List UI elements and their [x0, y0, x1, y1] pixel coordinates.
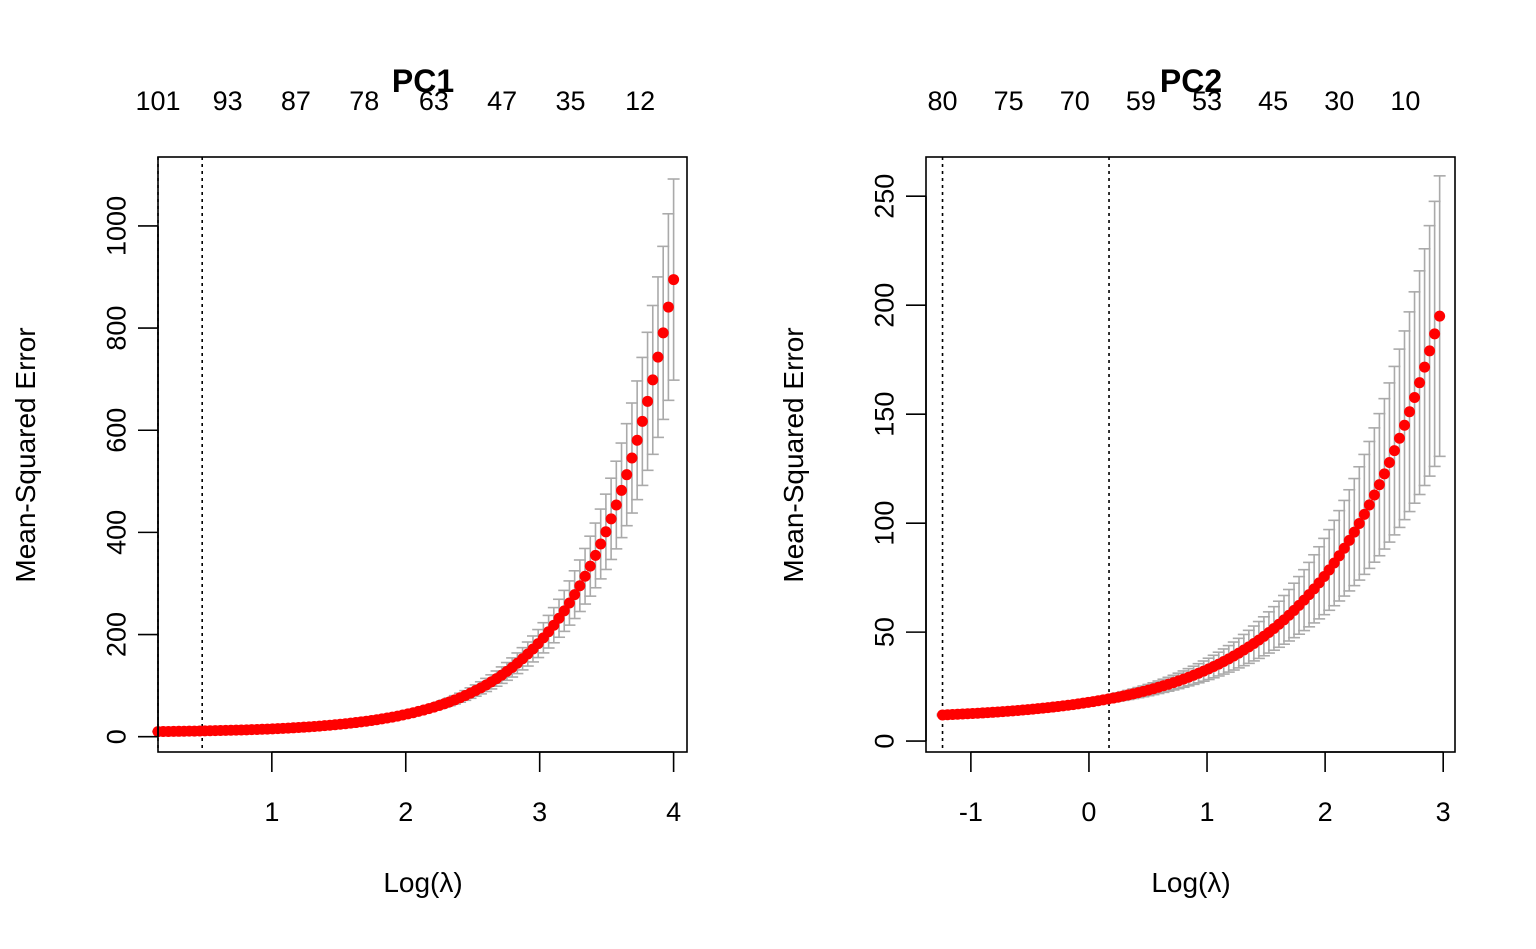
panel-pc1: PC1 Log(λ) Mean-Squared Error 1 2 3 4020040… [10, 63, 688, 898]
y-tick-label: 0 [869, 734, 899, 749]
y-axis-title: Mean-Squared Error [778, 327, 809, 582]
reference-lines [941, 157, 1110, 752]
top-tick-label: 30 [1324, 86, 1354, 116]
plot-frame [925, 156, 1456, 753]
top-tick-label: 93 [213, 86, 243, 116]
error-bars [152, 178, 680, 733]
data-point [1368, 489, 1380, 501]
x-axis-title: Log(λ) [1151, 867, 1230, 898]
top-tick-label: 80 [928, 86, 958, 116]
data-point [626, 452, 638, 464]
data-point [1409, 392, 1421, 404]
y-tick-label: 200 [869, 283, 899, 328]
data-point [1383, 457, 1395, 469]
data-point [1393, 432, 1405, 444]
y-tick-label: 0 [101, 729, 131, 744]
x-tick-label: 2 [1318, 797, 1333, 827]
data-point [610, 499, 622, 511]
y-tick-label: 50 [869, 617, 899, 647]
data-point [563, 597, 575, 609]
x-tick-label: -1 [959, 797, 983, 827]
reference-lines [157, 157, 203, 752]
plot-frame [157, 156, 688, 753]
x-tick-label: 3 [1436, 797, 1451, 827]
data-point [1388, 445, 1400, 457]
data-point [595, 538, 607, 550]
data-point [1398, 419, 1410, 431]
data-point [1338, 542, 1350, 554]
data-point [569, 589, 581, 601]
top-tick-label: 101 [135, 86, 180, 116]
y-tick-label: 800 [101, 306, 131, 351]
data-point [600, 526, 612, 538]
data-point [584, 560, 596, 572]
x-tick-label: 2 [398, 797, 413, 827]
panel-title: PC1 [392, 63, 454, 99]
data-point [1419, 361, 1431, 373]
top-tick-label: 35 [555, 86, 585, 116]
data-point [1434, 310, 1446, 322]
x-tick-label: 4 [666, 797, 681, 827]
data-point [636, 415, 648, 427]
y-tick-label: 600 [101, 408, 131, 453]
data-point [1348, 526, 1360, 538]
data-point [662, 301, 674, 313]
panel-pc2: PC2 Log(λ) Mean-Squared Error -1 0 1 2 30501… [778, 63, 1456, 898]
data-point [589, 549, 601, 561]
data-point [1429, 328, 1441, 340]
top-tick-label: 10 [1390, 86, 1420, 116]
x-tick-label: 3 [532, 797, 547, 827]
top-tick-label: 12 [625, 86, 655, 116]
data-point [558, 605, 570, 617]
panel-title: PC2 [1160, 63, 1222, 99]
data-point [1404, 406, 1416, 418]
top-tick-label: 53 [1192, 86, 1222, 116]
data-point [1353, 517, 1365, 529]
data-point [657, 327, 669, 339]
data-points [152, 274, 680, 738]
top-tick-label: 70 [1060, 86, 1090, 116]
y-tick-label: 150 [869, 392, 899, 437]
data-point [631, 434, 643, 446]
top-tick-label: 45 [1258, 86, 1288, 116]
top-tick-label: 59 [1126, 86, 1156, 116]
data-point [647, 374, 659, 386]
data-point [605, 513, 617, 525]
data-point [1343, 534, 1355, 546]
data-point [642, 395, 654, 407]
y-tick-label: 400 [101, 510, 131, 555]
data-point [668, 274, 680, 286]
top-tick-label: 78 [349, 86, 379, 116]
y-tick-label: 1000 [101, 196, 131, 256]
data-point [616, 484, 628, 496]
top-tick-label: 47 [487, 86, 517, 116]
y-tick-label: 100 [869, 501, 899, 546]
x-tick-label: 1 [264, 797, 279, 827]
x-tick-label: 0 [1081, 797, 1096, 827]
data-point [1414, 377, 1426, 389]
top-tick-label: 63 [419, 86, 449, 116]
data-points [937, 310, 1446, 721]
data-point [652, 351, 664, 363]
data-point [1378, 468, 1390, 480]
data-point [579, 570, 591, 582]
y-tick-label: 250 [869, 174, 899, 219]
data-point [621, 469, 633, 481]
data-point [574, 580, 586, 592]
top-tick-label: 87 [281, 86, 311, 116]
x-tick-label: 1 [1200, 797, 1215, 827]
x-axis-title: Log(λ) [383, 867, 462, 898]
y-tick-label: 200 [101, 612, 131, 657]
data-point [1363, 499, 1375, 511]
data-point [1373, 479, 1385, 491]
data-point [1424, 345, 1436, 357]
y-axis-title: Mean-Squared Error [10, 327, 41, 582]
top-tick-label: 75 [994, 86, 1024, 116]
error-bars [936, 175, 1446, 717]
data-point [1358, 508, 1370, 520]
